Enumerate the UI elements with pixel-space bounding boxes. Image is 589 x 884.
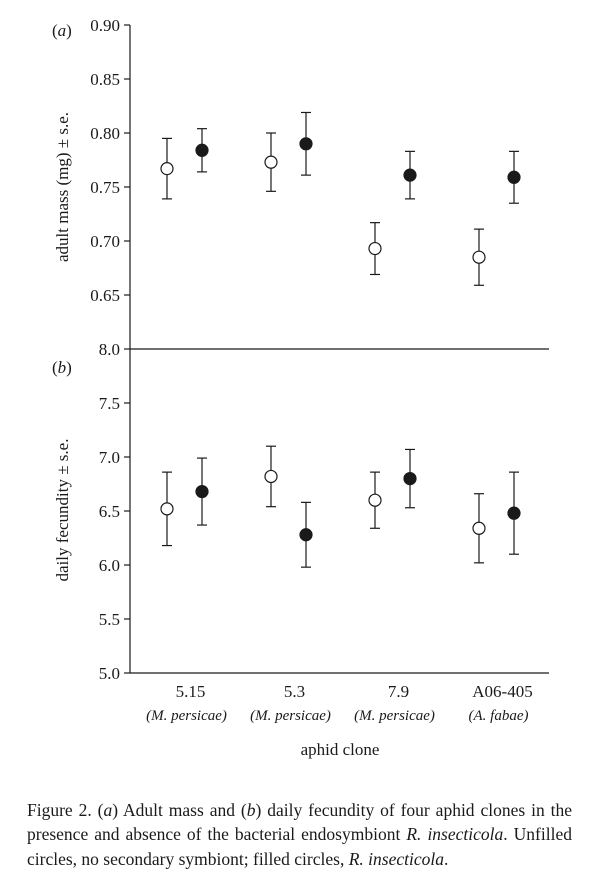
filled-circle-marker [507,506,521,520]
open-circle-marker [368,493,382,507]
open-circle-marker [264,155,278,169]
data-point-filled [403,448,417,509]
data-point-filled [403,150,417,200]
data-point-filled [195,128,209,173]
filled-circle-marker [403,168,417,182]
caption-mid1: ) Adult mass and ( [112,799,247,820]
y-tick-label: 0.65 [90,286,120,305]
y-tick-label: 6.0 [99,556,120,575]
y-tick-label: 0.90 [90,16,120,35]
caption-panel-b: b [246,799,256,820]
figure-caption: Figure 2. (a) Adult mass and (b) daily f… [27,798,572,872]
y-tick-label: 5.0 [99,664,120,683]
panel-label: (b) [52,358,72,377]
data-point-open [368,471,382,529]
x-category-label: 5.15 [176,682,206,701]
open-circle-marker [472,521,486,535]
y-axis-label: adult mass (mg) ± s.e. [53,112,72,262]
y-tick-label: 0.80 [90,124,120,143]
caption-species-1: R. insecticola [406,824,504,844]
x-category-sublabel: (A. fabae) [469,708,529,724]
data-point-open [264,445,278,508]
y-tick-label: 8.0 [99,340,120,359]
filled-circle-marker [507,170,521,184]
y-tick-label: 6.5 [99,502,120,521]
data-point-open [368,222,382,276]
data-point-open [160,471,174,547]
x-category-sublabel: (M. persicae) [354,708,435,724]
data-point-filled [299,501,313,568]
filled-circle-marker [299,528,313,542]
data-point-open [472,228,486,286]
filled-circle-marker [299,137,313,151]
caption-mid2: ) daily fecundity of four aphid clones i… [27,799,572,845]
figure: 0.65 0.70 0.75 0.80 0.85 0.90 (a) adult mass (m… [52,16,549,759]
x-axis-label: aphid clone [301,740,380,759]
x-category-label: 7.9 [388,682,409,701]
caption-panel-a: a [103,799,113,820]
y-tick-label: 7.0 [99,448,120,467]
chart: 0.65 0.70 0.75 0.80 0.85 0.90 (a) adult mass (m… [52,16,549,759]
caption-end: . [443,848,449,869]
x-category-sublabel: (M. persicae) [146,708,227,724]
y-tick-label: 0.70 [90,232,120,251]
open-circle-marker [368,241,382,256]
caption-prefix: Figure 2. ( [27,799,104,820]
open-circle-marker [160,502,174,516]
data-point-open [264,132,278,192]
y-tick-label: 0.75 [90,178,120,197]
x-category-label: 5.3 [284,682,305,701]
x-category-label: A06-405 [472,682,532,701]
caption-species-2: R. insecticola [348,848,444,869]
caption-mid3: . Unfilled circles, no secondary symbion… [27,824,572,869]
data-point-filled [195,457,209,526]
filled-circle-marker [403,472,417,486]
y-axis-label: daily fecundity ± s.e. [53,439,72,582]
data-point-filled [507,471,521,555]
y-tick-label: 7.5 [99,394,120,413]
data-point-open [472,493,486,564]
y-tick-label: 0.85 [90,70,120,89]
data-point-filled [507,150,521,204]
y-tick-label: 5.5 [99,610,120,629]
x-category-sublabel: (M. persicae) [250,708,331,724]
panel-label: (a) [52,21,72,40]
open-circle-marker [264,469,278,484]
open-circle-marker [160,162,174,176]
filled-circle-marker [195,143,209,157]
open-circle-marker [472,250,486,264]
data-point-open [160,137,174,200]
filled-circle-marker [195,484,209,499]
data-point-filled [299,111,313,176]
